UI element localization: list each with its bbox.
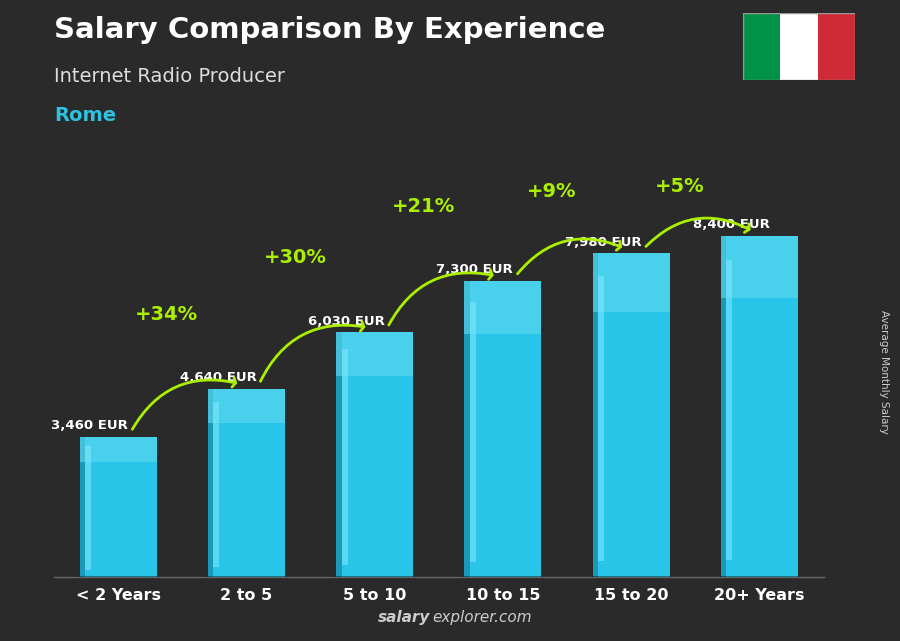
FancyBboxPatch shape xyxy=(721,237,798,577)
FancyBboxPatch shape xyxy=(593,253,670,577)
FancyBboxPatch shape xyxy=(80,437,85,577)
FancyBboxPatch shape xyxy=(337,333,341,577)
FancyBboxPatch shape xyxy=(208,388,213,577)
Text: salary: salary xyxy=(378,610,430,625)
Text: +21%: +21% xyxy=(392,197,455,216)
Text: 8,400 EUR: 8,400 EUR xyxy=(693,219,770,231)
FancyBboxPatch shape xyxy=(80,437,157,462)
FancyBboxPatch shape xyxy=(593,253,670,312)
FancyBboxPatch shape xyxy=(470,301,476,562)
FancyBboxPatch shape xyxy=(208,388,284,422)
Text: +9%: +9% xyxy=(526,181,576,201)
FancyBboxPatch shape xyxy=(726,260,733,560)
FancyBboxPatch shape xyxy=(464,281,470,577)
Bar xyxy=(780,13,817,80)
Text: Rome: Rome xyxy=(54,106,116,125)
FancyBboxPatch shape xyxy=(85,446,91,570)
FancyBboxPatch shape xyxy=(341,349,347,565)
Text: 3,460 EUR: 3,460 EUR xyxy=(51,419,129,432)
FancyBboxPatch shape xyxy=(721,237,726,577)
FancyBboxPatch shape xyxy=(464,281,542,577)
FancyBboxPatch shape xyxy=(337,333,413,577)
FancyBboxPatch shape xyxy=(208,388,284,577)
FancyBboxPatch shape xyxy=(337,333,413,376)
Text: Internet Radio Producer: Internet Radio Producer xyxy=(54,67,285,87)
Text: Average Monthly Salary: Average Monthly Salary xyxy=(878,310,889,434)
Text: 6,030 EUR: 6,030 EUR xyxy=(308,315,385,328)
FancyBboxPatch shape xyxy=(80,437,157,577)
FancyBboxPatch shape xyxy=(593,253,598,577)
Text: explorer.com: explorer.com xyxy=(432,610,532,625)
Text: +30%: +30% xyxy=(264,249,327,267)
Bar xyxy=(742,13,780,80)
FancyBboxPatch shape xyxy=(464,281,542,334)
Text: 7,300 EUR: 7,300 EUR xyxy=(436,263,513,276)
FancyBboxPatch shape xyxy=(598,276,604,561)
Text: 4,640 EUR: 4,640 EUR xyxy=(180,371,256,384)
Text: Salary Comparison By Experience: Salary Comparison By Experience xyxy=(54,16,605,44)
Text: +5%: +5% xyxy=(655,177,705,196)
FancyBboxPatch shape xyxy=(213,402,220,567)
Text: 7,980 EUR: 7,980 EUR xyxy=(564,235,641,249)
FancyBboxPatch shape xyxy=(721,237,798,297)
Bar xyxy=(817,13,855,80)
Text: +34%: +34% xyxy=(135,305,198,324)
